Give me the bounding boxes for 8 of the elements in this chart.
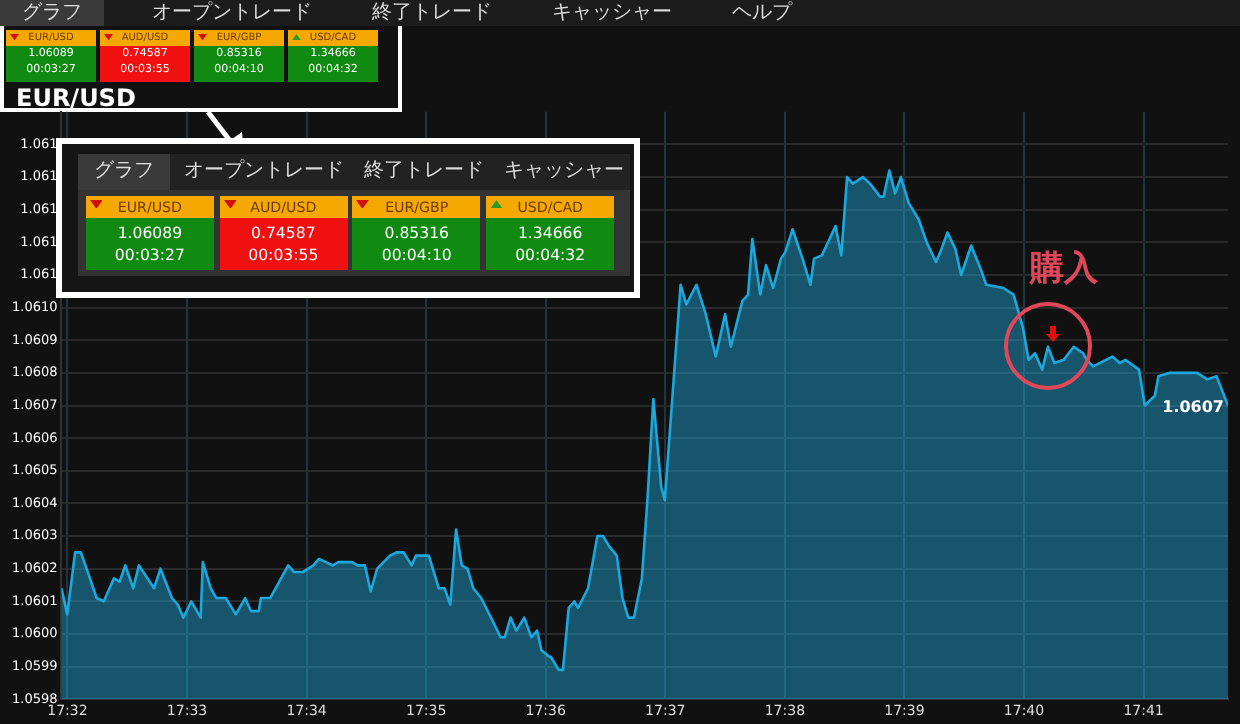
annotation: 終了トレード	[362, 158, 486, 186]
annotation: 1.0607	[1162, 397, 1224, 416]
menu-tabs: グラフ オープントレード 終了トレード キャッシャー ヘルプ	[0, 0, 1240, 26]
annotation: 購入	[1027, 248, 1100, 289]
annotation: キャッシャー	[502, 158, 626, 186]
annotation: オープントレード	[182, 157, 346, 186]
annotation: グラフ	[78, 154, 170, 190]
chart-title: EUR/USD	[16, 84, 136, 112]
